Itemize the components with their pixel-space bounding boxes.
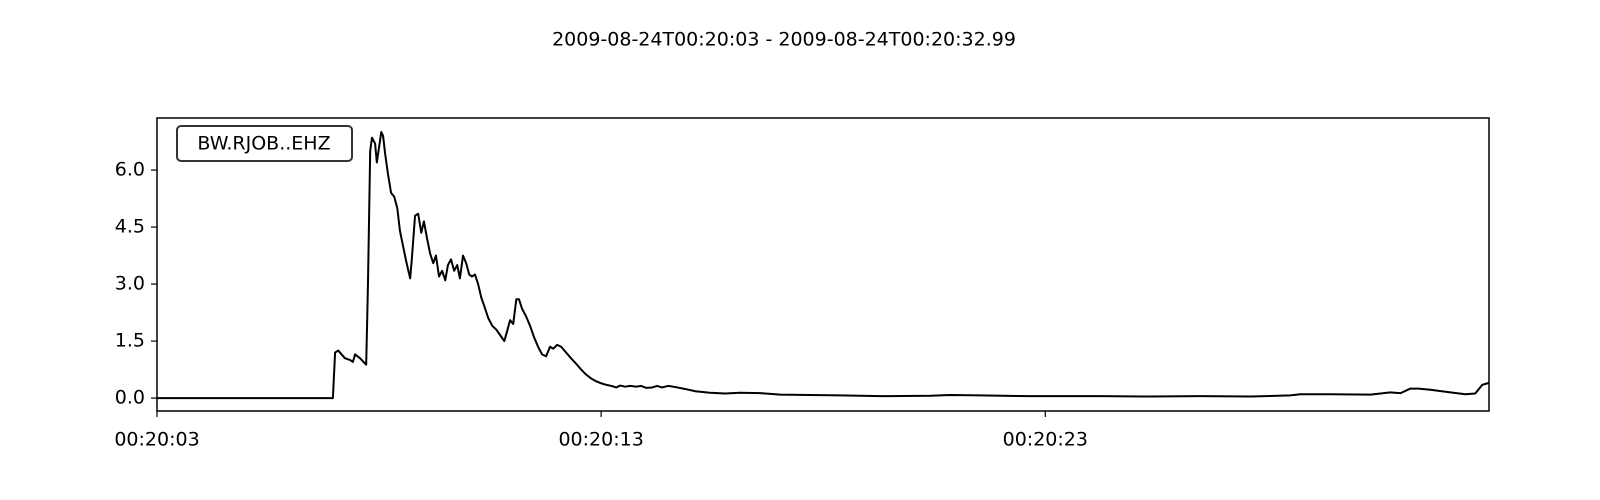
x-tick-label: 00:20:03 (114, 429, 199, 451)
y-tick-label: 3.0 (115, 273, 145, 295)
y-tick-label: 6.0 (115, 159, 145, 181)
y-tick-label: 1.5 (115, 330, 145, 352)
legend-box (176, 125, 353, 162)
y-tick-label: 0.0 (115, 387, 145, 409)
legend-label: BW.RJOB..EHZ (197, 133, 330, 155)
trace-line (157, 131, 1490, 400)
plot-frame (156, 117, 1490, 412)
x-tick-label: 00:20:13 (558, 429, 643, 451)
y-tick-label: 4.5 (115, 216, 145, 238)
x-tick-label: 00:20:23 (1003, 429, 1088, 451)
chart-title: 2009-08-24T00:20:03 - 2009-08-24T00:20:3… (552, 29, 1016, 51)
